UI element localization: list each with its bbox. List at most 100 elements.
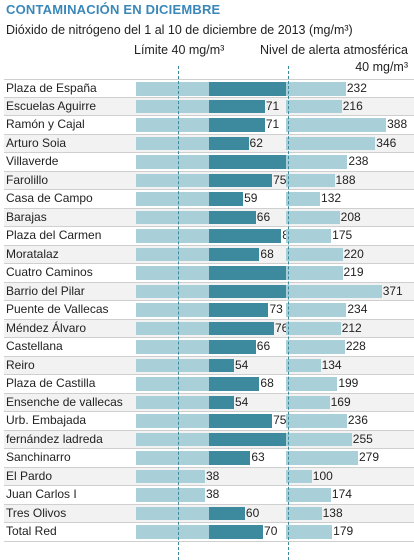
- limit-bar-exceed-segment: [208, 377, 260, 391]
- station-label: Méndez Álvaro: [6, 320, 87, 335]
- station-label: Moratalaz: [6, 246, 59, 261]
- chart-rows: Plaza de España89232Escuelas Aguirre 71 21…: [4, 79, 414, 542]
- alert-bar: [286, 266, 343, 280]
- alert-bar: [286, 506, 322, 520]
- limit-bar-base-segment: [136, 358, 209, 372]
- limit-bar-base-segment: [136, 451, 209, 465]
- station-row: fernández ladreda95255: [4, 430, 414, 449]
- station-row: Farolillo 75 188: [4, 171, 414, 190]
- station-row: Urb. Embajada 75 236: [4, 412, 414, 431]
- alert-bar: [286, 155, 348, 169]
- limit-bar-base-segment: [136, 377, 209, 391]
- limit-bar-exceed-segment: [208, 229, 282, 243]
- station-row: Tres Olivos 60 138: [4, 504, 414, 523]
- limit-bar-exceed-segment: [208, 82, 298, 96]
- alert-value-label: 234: [346, 302, 369, 317]
- limit-bar-base-segment: [136, 284, 209, 298]
- alert-value-label: 208: [339, 209, 362, 225]
- limit-bar: [136, 469, 205, 483]
- limit-bar-base-segment: [136, 321, 209, 335]
- limit-value-label: 54: [234, 394, 250, 410]
- station-row: Reiro 54 134: [4, 356, 414, 375]
- limit-bar-base-segment: [136, 395, 209, 409]
- limit-bar: [136, 229, 282, 243]
- station-row: Sanchinarro 63 279: [4, 449, 414, 468]
- alert-bar: [286, 340, 345, 354]
- limit-bar-base-segment: [136, 303, 209, 317]
- alert-bar: [286, 432, 352, 446]
- alert-value-label: 169: [329, 394, 352, 410]
- limit-bar: [136, 136, 249, 150]
- limit-bar-exceed-segment: [208, 340, 256, 354]
- limit-bar: [136, 525, 264, 539]
- station-row: Plaza de España89232: [4, 79, 414, 98]
- limit-bar-base-segment: [136, 432, 209, 446]
- alert-bar: [286, 229, 332, 243]
- limit-value-label: 76: [273, 320, 290, 336]
- alert-bar: [286, 488, 331, 502]
- limit-bar: [136, 340, 256, 354]
- alert-value-label: 199: [337, 376, 360, 391]
- station-label: fernández ladreda: [6, 431, 103, 446]
- limit-bar: [136, 99, 265, 113]
- limit-value-label: 66: [255, 209, 272, 225]
- alert-value-label: 188: [334, 172, 357, 188]
- limit-bar: [136, 358, 234, 372]
- station-label: Escuelas Aguirre: [6, 98, 97, 113]
- station-label: Villaverde: [6, 154, 59, 168]
- alert-bar: [286, 99, 342, 113]
- alert-value-label: 228: [344, 339, 367, 354]
- limit-bar: [136, 303, 269, 317]
- station-label: Cuatro Caminos: [6, 265, 93, 279]
- alert-bar: [286, 82, 346, 96]
- limit-bar: [136, 247, 260, 261]
- alert-value-label: 138: [321, 505, 344, 521]
- limit-value-label: 71: [264, 117, 281, 132]
- alert-bar: [286, 525, 333, 539]
- limit-value-label: 71: [264, 98, 281, 114]
- alert-bar: [286, 303, 347, 317]
- limit-bar-exceed-segment: [208, 358, 234, 372]
- alert-bar: [286, 247, 343, 261]
- station-label: Ramón y Cajal: [6, 117, 85, 131]
- limit-bar-exceed-segment: [208, 247, 260, 261]
- alert-value-label: 232: [345, 81, 368, 96]
- alert-bar: [286, 136, 376, 150]
- station-label: Juan Carlos I: [6, 487, 77, 501]
- alert-bar: [286, 118, 387, 132]
- limit-bar-exceed-segment: [208, 303, 269, 317]
- station-row: Barrio del Pilar93371: [4, 282, 414, 301]
- station-label: Total Red: [6, 524, 57, 538]
- station-row: Ramón y Cajal 71 388: [4, 116, 414, 135]
- limit-value-label: 66: [255, 339, 272, 354]
- station-label: Sanchinarro: [6, 450, 71, 464]
- chart-subtitle: Dióxido de nitrógeno del 1 al 10 de dici…: [6, 23, 353, 37]
- station-row: Moratalaz 68 220: [4, 245, 414, 264]
- alert-value-label: 174: [330, 487, 353, 502]
- station-row: Méndez Álvaro 76 212: [4, 319, 414, 338]
- alert-value-label: 236: [346, 413, 369, 428]
- limit-bar: [136, 432, 309, 446]
- limit-bar-base-segment: [136, 266, 209, 280]
- station-row: Puente de Vallecas 73 234: [4, 301, 414, 320]
- chart-title: CONTAMINACIÓN EN DICIEMBRE: [6, 2, 221, 17]
- alert-bar: [286, 192, 321, 206]
- station-label: Arturo Soia: [6, 135, 67, 150]
- limit-bar-base-segment: [136, 155, 209, 169]
- limit-bar-exceed-segment: [208, 432, 309, 446]
- limit-bar: [136, 82, 298, 96]
- station-label: Farolillo: [6, 172, 49, 187]
- alert-value-label: 175: [331, 228, 354, 243]
- station-label: Ensenche de vallecas: [6, 394, 123, 409]
- limit-bar-exceed-segment: [208, 173, 273, 187]
- limit-bar: [136, 488, 205, 502]
- limit-bar-base-segment: [136, 136, 209, 150]
- station-label: Plaza del Carmen: [6, 228, 102, 242]
- limit-bar: [136, 377, 260, 391]
- station-row: Casa de Campo 59 132: [4, 190, 414, 209]
- limit-value-label: 59: [243, 191, 259, 206]
- station-row: Total Red 70 179: [4, 523, 414, 542]
- limit-bar: [136, 395, 234, 409]
- limit-value-label: 60: [244, 505, 261, 521]
- limit-bar-exceed-segment: [208, 395, 234, 409]
